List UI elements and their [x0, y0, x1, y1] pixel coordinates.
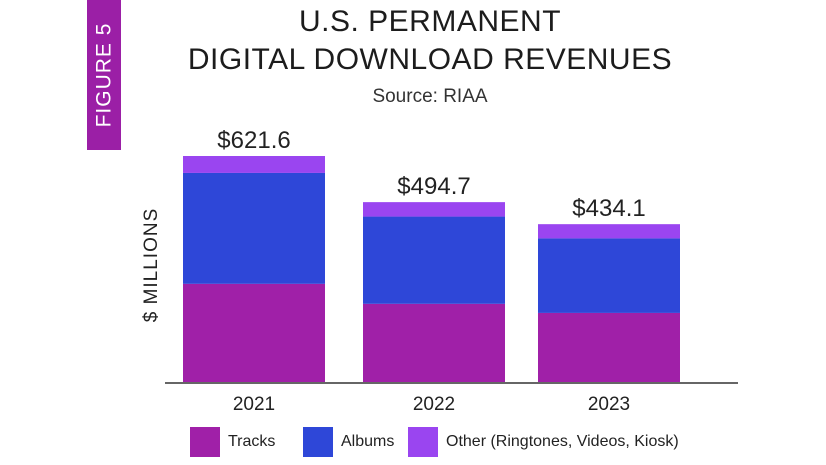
total-label-2023: $434.1 — [572, 195, 645, 222]
bar-segment-other-2022 — [363, 202, 505, 217]
bar-segment-other-2023 — [538, 224, 680, 239]
legend-item-tracks: Tracks — [190, 427, 275, 457]
legend-item-other: Other (Ringtones, Videos, Kiosk) — [408, 427, 679, 457]
bar-chart: $621.6 2021 $494.7 2022 $434.1 2023 — [165, 127, 738, 415]
bar-segment-albums-2021 — [183, 172, 325, 284]
legend-label-albums: Albums — [341, 433, 395, 450]
legend-label-other: Other (Ringtones, Videos, Kiosk) — [446, 433, 679, 450]
bar-segment-tracks-2023 — [538, 312, 680, 382]
x-tick-label-2022: 2022 — [413, 394, 455, 415]
legend-swatch-other — [408, 427, 438, 457]
x-tick-label-2021: 2021 — [233, 394, 275, 415]
legend-swatch-albums — [303, 427, 333, 457]
chart-subtitle: Source: RIAA — [372, 86, 488, 107]
x-tick-label-2023: 2023 — [588, 394, 630, 415]
total-label-2022: $494.7 — [397, 173, 470, 200]
total-label-2021: $621.6 — [217, 127, 290, 154]
bar-segment-other-2021 — [183, 156, 325, 173]
chart-title-line2: DIGITAL DOWNLOAD REVENUES — [187, 43, 673, 76]
bar-segment-albums-2023 — [538, 238, 680, 313]
legend-label-tracks: Tracks — [228, 433, 276, 450]
legend-item-albums: Albums — [303, 427, 394, 457]
legend: Tracks Albums Other (Ringtones, Videos, … — [0, 427, 826, 457]
figure-label: FIGURE 5 — [87, 0, 121, 150]
bar-segment-tracks-2022 — [363, 303, 505, 382]
bar-segment-albums-2022 — [363, 216, 505, 304]
chart-title-line1: U.S. PERMANENT — [298, 5, 562, 38]
bar-segment-tracks-2021 — [183, 283, 325, 382]
legend-swatch-tracks — [190, 427, 220, 457]
